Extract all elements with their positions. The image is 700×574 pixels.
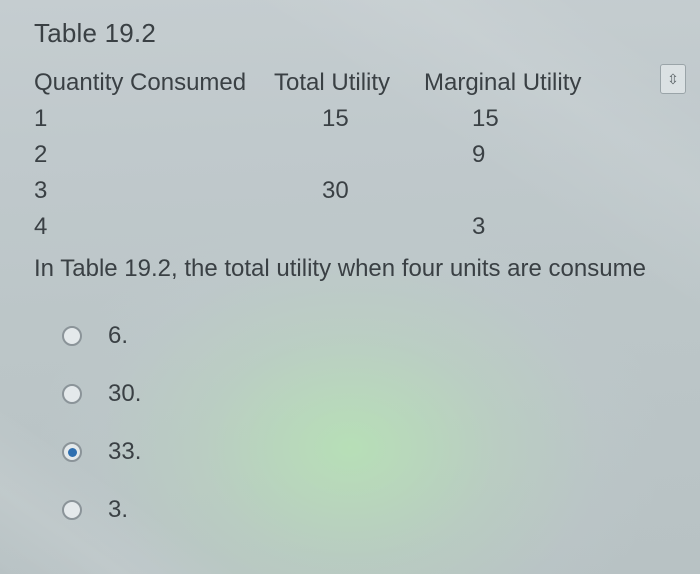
option-label: 6. [108,322,128,350]
table-title: Table 19.2 [34,18,700,49]
cell-marginal: 9 [424,143,604,167]
table-row: 1 15 15 [34,107,700,143]
radio-icon [62,500,82,520]
cell-total: 15 [274,107,424,131]
cell-quantity: 3 [34,179,274,203]
scroll-hint-button[interactable]: ⇳ [660,64,686,94]
question-text: In Table 19.2, the total utility when fo… [34,255,700,283]
radio-icon [62,384,82,404]
option-a[interactable]: 6. [62,307,700,365]
table-header-row: Quantity Consumed Total Utility Marginal… [34,71,700,107]
option-label: 33. [108,438,141,466]
cell-marginal: 3 [424,215,604,239]
header-total-utility: Total Utility [274,71,424,95]
table-row: 4 3 [34,215,700,251]
table-row: 2 9 [34,143,700,179]
radio-icon [62,442,82,462]
option-label: 3. [108,496,128,524]
cell-quantity: 1 [34,107,274,131]
option-d[interactable]: 3. [62,481,700,539]
cell-total: 30 [274,179,424,203]
option-c[interactable]: 33. [62,423,700,481]
cell-quantity: 2 [34,143,274,167]
cell-marginal: 15 [424,107,604,131]
answer-options: 6. 30. 33. 3. [62,307,700,539]
scroll-hint-icon: ⇳ [667,71,679,88]
option-b[interactable]: 30. [62,365,700,423]
option-label: 30. [108,380,141,408]
radio-icon [62,326,82,346]
utility-table: Quantity Consumed Total Utility Marginal… [34,71,700,251]
page: Table 19.2 ⇳ Quantity Consumed Total Uti… [0,0,700,574]
header-quantity: Quantity Consumed [34,71,274,95]
cell-quantity: 4 [34,215,274,239]
header-marginal-utility: Marginal Utility [424,71,644,95]
table-row: 3 30 [34,179,700,215]
